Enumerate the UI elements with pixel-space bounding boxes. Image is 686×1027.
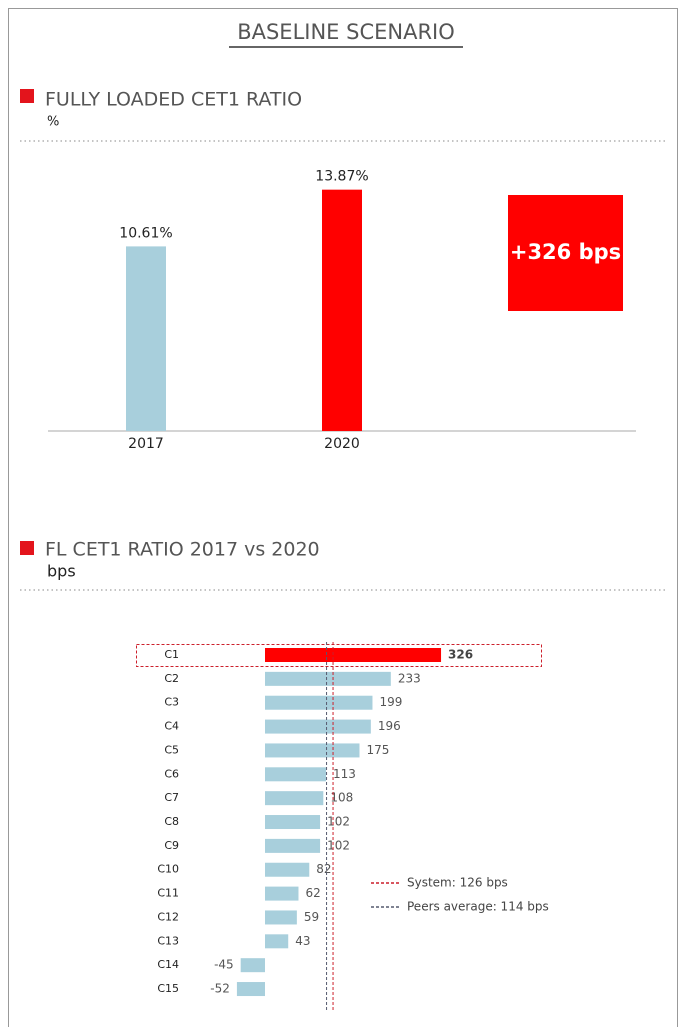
value-label: 175 xyxy=(367,743,390,757)
y-tick-label: C15 xyxy=(157,982,179,995)
bar xyxy=(126,246,166,431)
value-label: 108 xyxy=(330,791,353,805)
legend-label: Peers average: 114 bps xyxy=(407,900,549,914)
value-label: -45 xyxy=(214,958,234,972)
y-tick-label: C4 xyxy=(164,720,179,733)
bar xyxy=(265,695,373,710)
bar xyxy=(265,719,371,734)
chart-title: FULLY LOADED CET1 RATIO xyxy=(45,89,302,111)
legend-label: System: 126 bps xyxy=(407,876,508,890)
value-label: 59 xyxy=(304,910,319,924)
value-label: 13.87% xyxy=(315,169,368,185)
section-marker xyxy=(20,541,34,555)
y-tick-label: C5 xyxy=(164,743,179,756)
value-label: 113 xyxy=(333,767,356,781)
y-tick-label: C1 xyxy=(164,648,179,661)
bar xyxy=(265,862,310,877)
x-tick-label: 2017 xyxy=(128,436,164,452)
page-title: BASELINE SCENARIO xyxy=(237,20,455,44)
value-label: 62 xyxy=(305,886,320,900)
y-tick-label: C7 xyxy=(164,791,179,804)
y-tick-label: C3 xyxy=(164,696,179,709)
annotation-box xyxy=(508,195,623,311)
bar xyxy=(265,767,327,782)
value-label: 10.61% xyxy=(119,225,172,241)
chart-title: FL CET1 RATIO 2017 vs 2020 xyxy=(45,539,320,561)
value-label: 233 xyxy=(398,671,421,685)
bar xyxy=(265,838,321,853)
section-marker xyxy=(20,89,34,103)
bar xyxy=(265,934,289,949)
bar xyxy=(265,910,297,925)
y-tick-label: C2 xyxy=(164,672,179,685)
bar xyxy=(265,815,321,830)
bar xyxy=(265,886,299,901)
bar xyxy=(240,958,265,973)
y-tick-label: C12 xyxy=(157,910,179,923)
value-label: -52 xyxy=(210,982,230,996)
y-tick-label: C9 xyxy=(164,839,179,852)
y-tick-label: C10 xyxy=(157,863,179,876)
bar xyxy=(265,791,324,806)
y-tick-label: C11 xyxy=(157,887,179,900)
y-tick-label: C8 xyxy=(164,815,179,828)
bar xyxy=(322,189,362,431)
bar xyxy=(265,671,391,686)
y-tick-label: C13 xyxy=(157,934,179,947)
bar xyxy=(236,982,265,997)
value-label: 199 xyxy=(379,695,402,709)
value-label: 43 xyxy=(295,934,310,948)
y-tick-label: C6 xyxy=(164,767,179,780)
bar xyxy=(265,743,360,758)
x-tick-label: 2020 xyxy=(324,436,360,452)
value-label: 196 xyxy=(378,719,401,733)
y-tick-label: C14 xyxy=(157,958,179,971)
value-label: 326 xyxy=(448,648,473,662)
bar xyxy=(265,648,442,662)
value-label: 102 xyxy=(327,838,350,852)
value-label: 82 xyxy=(316,862,331,876)
unit-label: bps xyxy=(47,562,76,581)
highlight-box xyxy=(136,644,542,667)
value-label: 102 xyxy=(327,815,350,829)
annotation: +326 bps xyxy=(510,240,621,264)
unit-label: % xyxy=(47,115,59,130)
